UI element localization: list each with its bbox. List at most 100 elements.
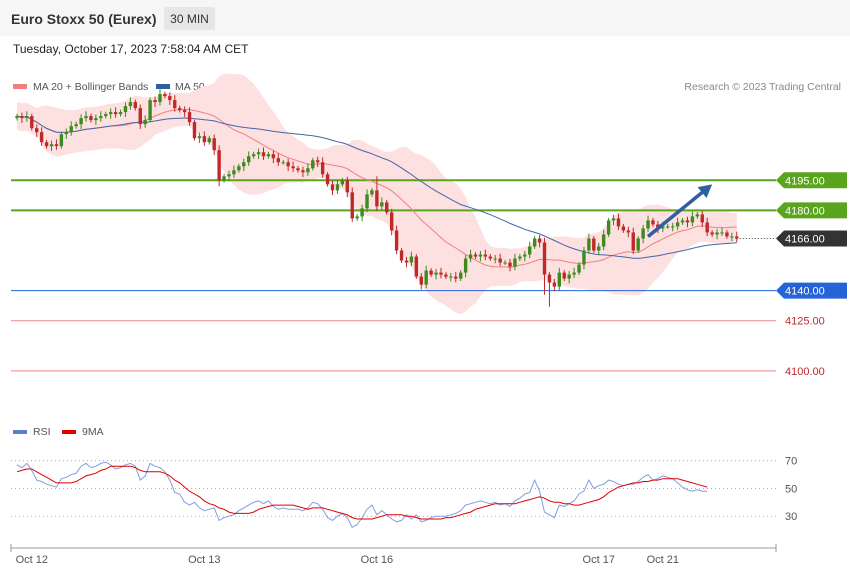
candle [128,97,133,110]
candle-body [725,232,729,237]
candle [385,199,389,215]
candle [409,251,414,267]
candle [177,105,182,113]
candle-body [266,154,271,157]
candle-body [104,114,108,117]
candle-body [345,180,350,193]
candle-body [508,262,512,267]
candle [212,134,216,156]
candle [202,131,207,146]
candle-body [670,226,675,228]
candle [577,262,581,275]
candle-body [286,162,290,167]
timeframe-badge[interactable] [164,7,215,30]
candle-body [473,254,478,257]
candle-body [454,276,458,279]
candle [572,267,576,279]
candle-body [217,150,221,181]
candle [192,119,197,141]
candle [537,234,542,248]
candle [552,279,557,292]
candle-body [680,220,685,223]
candle-body [325,174,330,185]
candle-body [404,260,409,263]
candle-body [256,152,261,155]
candle [680,218,685,225]
candle [84,111,88,122]
candle [232,165,236,178]
candle-body [89,116,93,121]
candle-body [49,144,54,147]
candle-body [350,192,354,219]
level-label-4100.00: 4100.00 [785,366,825,378]
candle [498,253,502,267]
candle-body [108,112,113,115]
candle-body [513,258,517,267]
candle [168,92,172,105]
candle-body [311,160,315,169]
forecast-arrow [646,184,713,238]
candle-body [700,214,704,223]
candle [419,272,423,290]
candle-body [173,100,177,109]
candle [394,225,399,255]
candle-body [158,94,162,103]
candle-body [94,118,98,121]
candle-body [212,138,216,151]
rsi-tick-50: 50 [785,483,797,495]
candle-body [552,282,557,287]
candle-body [182,110,187,113]
candle-body [84,116,88,119]
level-tag-4180.00 [776,202,847,219]
candle-body [25,116,29,119]
candle-body [153,100,157,103]
candle-body [532,238,537,247]
candle-body [261,152,266,157]
candle [547,272,552,307]
candle [143,115,147,128]
candle-body [720,232,724,234]
candle [449,272,453,282]
candle [74,121,78,129]
candle [118,109,123,117]
candle [468,249,473,263]
candle [735,231,739,243]
candle [138,104,142,129]
candle [508,258,512,272]
level-label-4140.00: 4140.00 [785,286,825,298]
candle-body [168,96,172,101]
candle [503,260,507,265]
forecast-arrow-head [697,184,713,198]
candle [528,241,532,259]
candle-body [666,226,670,228]
timeframe-label[interactable]: 30 MIN [170,12,209,26]
candle-body [478,254,483,257]
rsi-tick-70: 70 [785,456,797,468]
candle-body [360,208,364,217]
candle [44,139,49,149]
candle-body [177,108,182,111]
candle-body [715,232,719,235]
candle-body [547,274,552,283]
candle-body [439,272,443,275]
candle-body [587,238,591,251]
candle-body [409,256,414,263]
level-tag-4195.00 [776,172,847,189]
rsi-ma-line [16,465,708,520]
rsi-tick-30: 30 [785,511,797,523]
candle-body [661,226,665,229]
candle [631,227,635,255]
candle [158,89,162,106]
candle [340,177,345,187]
candle [276,153,280,166]
candle [217,145,221,187]
candle [69,121,73,136]
current-price-label: 4166.00 [785,233,825,245]
candle-body [601,234,606,247]
candle-body [621,226,626,231]
candle-body [69,126,73,133]
candle [404,256,409,268]
candle [99,111,103,122]
candle [493,254,497,264]
candle [242,158,246,172]
